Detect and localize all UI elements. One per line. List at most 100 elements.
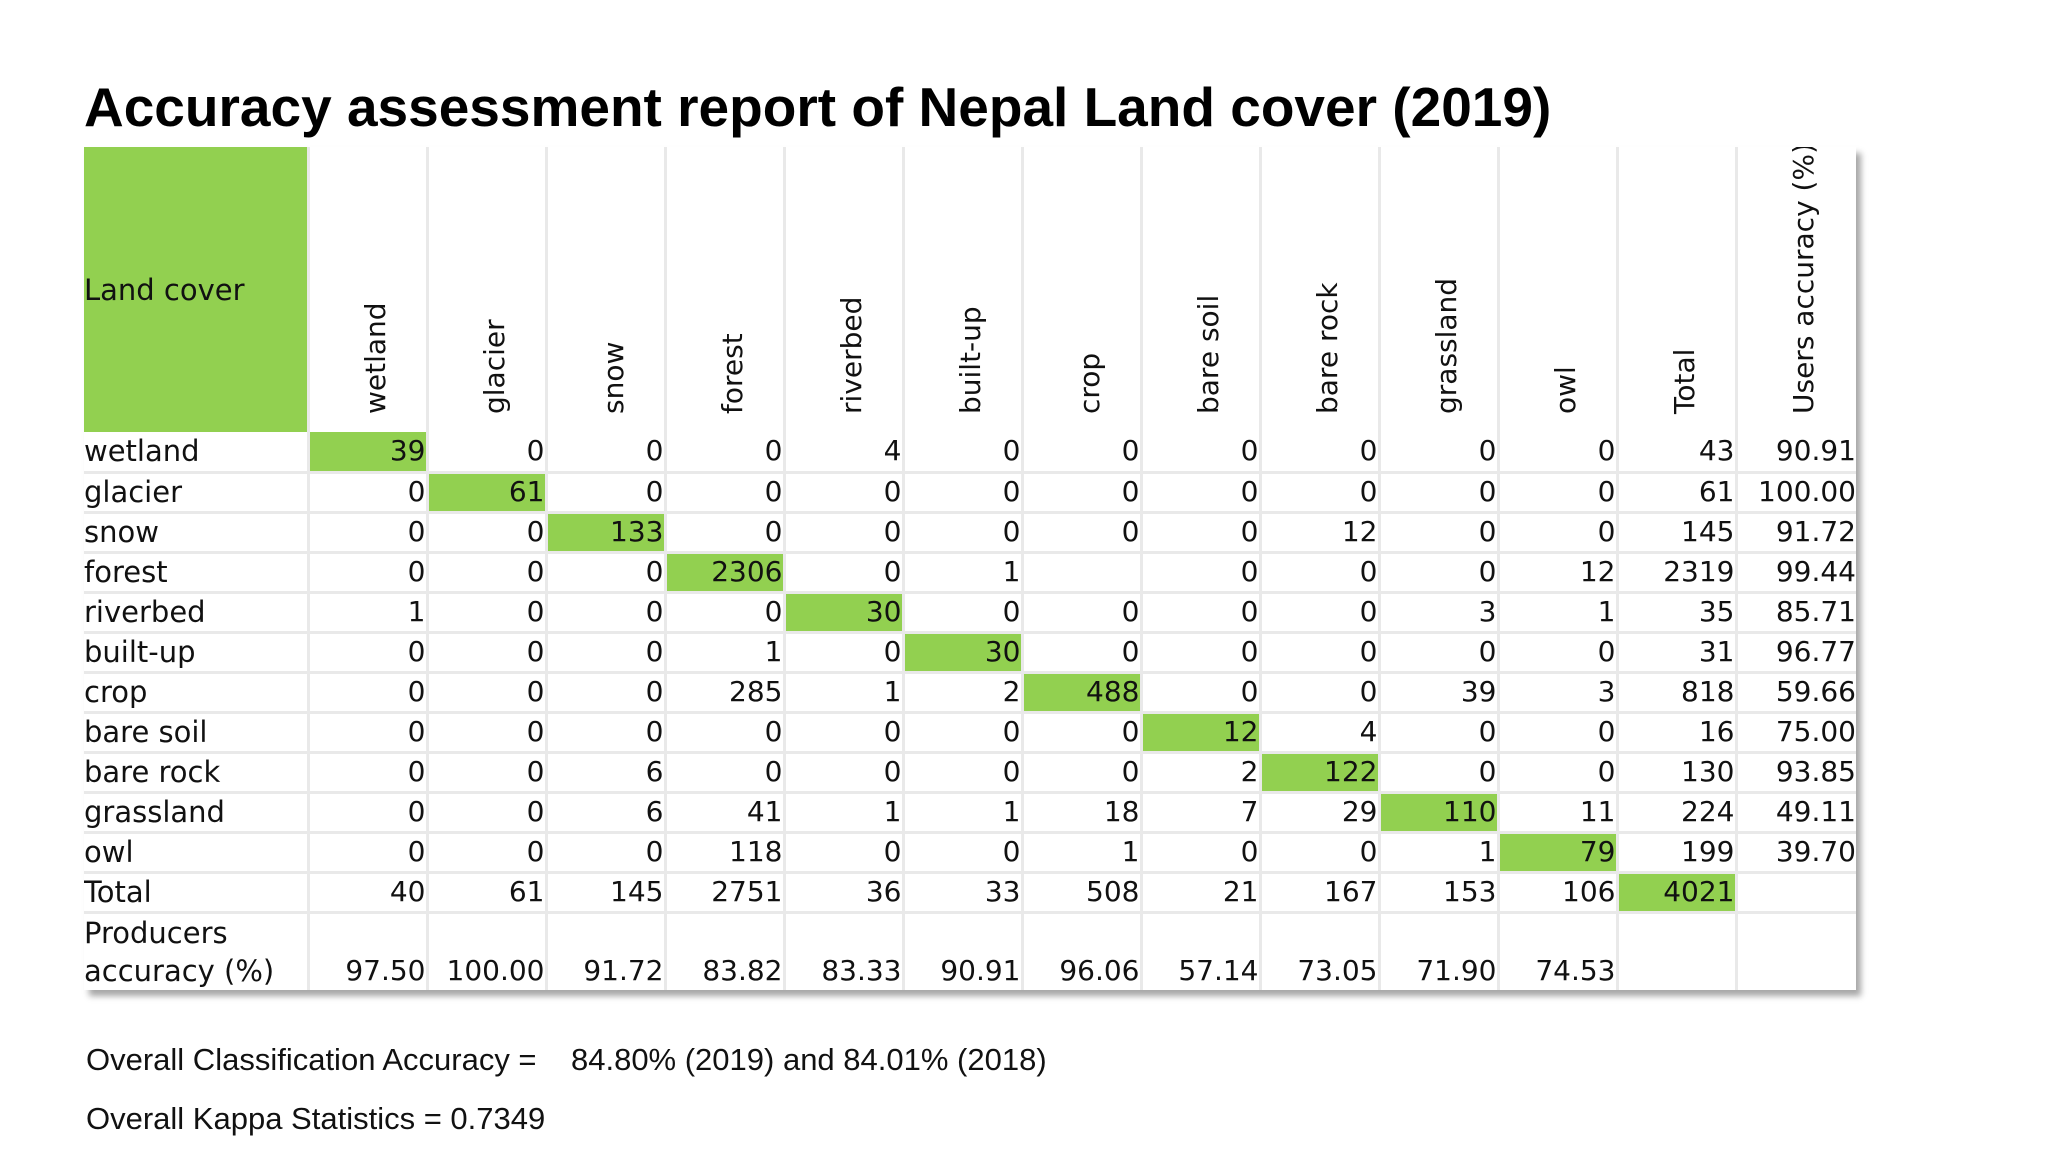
table-cell: 0 [1379, 712, 1500, 754]
table-cell: 145 [546, 872, 667, 914]
table-cell: 0 [1022, 632, 1143, 674]
diagonal-cell: 122 [1260, 752, 1381, 794]
table-cell: 1 [1498, 592, 1619, 634]
table-cell [1736, 872, 1856, 914]
overall-accuracy-text: Overall Classification Accuracy = 84.80%… [86, 1042, 1047, 1077]
table-cell: 61 [1617, 472, 1738, 514]
table-cell: 39.70 [1736, 832, 1856, 874]
table-cell: 0 [1022, 432, 1143, 474]
table-cell: 0 [1022, 592, 1143, 634]
table-row-glacier: glacier 0 61 0 0 0 0 0 0 0 0 0 61 100.00 [84, 472, 1856, 514]
table-cell: 71.90 [1379, 912, 1500, 990]
table-cell: 75.00 [1736, 712, 1856, 754]
table-cell: 0 [546, 672, 667, 714]
table-cell: 0 [1379, 752, 1500, 794]
column-header-label: forest [715, 333, 749, 414]
table-row-owl: owl 0 0 0 118 0 0 1 0 0 1 79 199 39.70 [84, 832, 1856, 874]
diagonal-cell: 30 [903, 632, 1024, 674]
table-cell: 21 [1141, 872, 1262, 914]
table-cell: 100.00 [427, 912, 548, 990]
column-header-label: wetland [358, 302, 392, 414]
table-cell: 100.00 [1736, 472, 1856, 514]
table-cell: 1 [784, 672, 905, 714]
column-header-label: Total [1667, 348, 1701, 414]
table-cell: 85.71 [1736, 592, 1856, 634]
table-cell: 0 [308, 512, 429, 554]
table-cell: 1 [1379, 832, 1500, 874]
table-cell: 224 [1617, 792, 1738, 834]
row-label: bare rock [84, 752, 310, 794]
table-cell: 0 [1260, 592, 1381, 634]
table-cell: 0 [903, 752, 1024, 794]
table-cell: 0 [1022, 472, 1143, 514]
table-cell [1022, 552, 1143, 594]
table-cell: 0 [427, 552, 548, 594]
table-cell: 0 [427, 832, 548, 874]
column-header-label: Users accuracy (%) [1786, 147, 1820, 414]
column-header-users-accuracy: Users accuracy (%) [1736, 147, 1856, 432]
table-cell: 0 [1379, 632, 1500, 674]
table-cell: 0 [427, 432, 548, 474]
table-cell: 0 [665, 712, 786, 754]
table-cell: 96.06 [1022, 912, 1143, 990]
table-cell: 508 [1022, 872, 1143, 914]
table-cell: 7 [1141, 792, 1262, 834]
table-cell: 0 [1141, 632, 1262, 674]
table-cell: 0 [308, 832, 429, 874]
column-header-built-up: built-up [903, 147, 1024, 432]
row-label: owl [84, 832, 310, 874]
table-cell: 43 [1617, 432, 1738, 474]
table-cell: 0 [1141, 832, 1262, 874]
column-header-owl: owl [1498, 147, 1619, 432]
table-row-riverbed: riverbed 1 0 0 0 30 0 0 0 0 3 1 35 85.71 [84, 592, 1856, 634]
table-cell: 0 [427, 712, 548, 754]
column-header-crop: crop [1022, 147, 1143, 432]
table-cell: 2319 [1617, 552, 1738, 594]
table-row-grassland: grassland 0 0 6 41 1 1 18 7 29 110 11 224 49.11 [84, 792, 1856, 834]
table-cell: 0 [1141, 672, 1262, 714]
table-row-bare-rock: bare rock 0 0 6 0 0 0 0 2 122 0 0 130 93.85 [84, 752, 1856, 794]
table-cell: 0 [546, 832, 667, 874]
table-cell [1617, 912, 1738, 990]
table-cell: 0 [903, 512, 1024, 554]
table-cell: 0 [1260, 552, 1381, 594]
table-cell: 0 [1498, 512, 1619, 554]
table-cell: 0 [1141, 592, 1262, 634]
table-row-crop: crop 0 0 0 285 1 2 488 0 0 39 3 818 59.66 [84, 672, 1856, 714]
column-header-bare-rock: bare rock [1260, 147, 1381, 432]
column-header-label: bare rock [1310, 282, 1344, 414]
table-cell: 106 [1498, 872, 1619, 914]
table-cell: 0 [308, 552, 429, 594]
table-cell: 0 [1022, 712, 1143, 754]
table-row-total: Total 40 61 145 2751 36 33 508 21 167 153 106 4021 [84, 872, 1856, 914]
column-header-label: snow [596, 341, 630, 414]
table-cell: 96.77 [1736, 632, 1856, 674]
diagonal-cell: 79 [1498, 832, 1619, 874]
table-cell: 18 [1022, 792, 1143, 834]
table-cell: 285 [665, 672, 786, 714]
table-cell: 0 [784, 472, 905, 514]
table-cell: 57.14 [1141, 912, 1262, 990]
table-cell: 0 [427, 512, 548, 554]
table-cell: 118 [665, 832, 786, 874]
table-cell: 0 [427, 792, 548, 834]
table-cell: 0 [1141, 512, 1262, 554]
column-header-label: owl [1548, 366, 1582, 414]
table-cell: 0 [665, 752, 786, 794]
table-cell: 0 [546, 472, 667, 514]
diagonal-cell: 2306 [665, 552, 786, 594]
kappa-statistic-text: Overall Kappa Statistics = 0.7349 [86, 1101, 546, 1136]
table-body: wetland 39 0 0 0 4 0 0 0 0 0 0 43 90.91 glacier 0 61 0 0 0 0… [84, 432, 1856, 990]
table-cell: 0 [784, 832, 905, 874]
table-cell: 1 [308, 592, 429, 634]
table-cell: 0 [1141, 552, 1262, 594]
table-cell: 6 [546, 752, 667, 794]
table-cell: 0 [1498, 472, 1619, 514]
table-cell: 0 [903, 472, 1024, 514]
table-cell: 0 [903, 432, 1024, 474]
table-cell: 0 [903, 832, 1024, 874]
table-cell: 74.53 [1498, 912, 1619, 990]
table-cell: 0 [665, 472, 786, 514]
table-cell: 0 [665, 592, 786, 634]
column-header-label: crop [1072, 352, 1106, 414]
